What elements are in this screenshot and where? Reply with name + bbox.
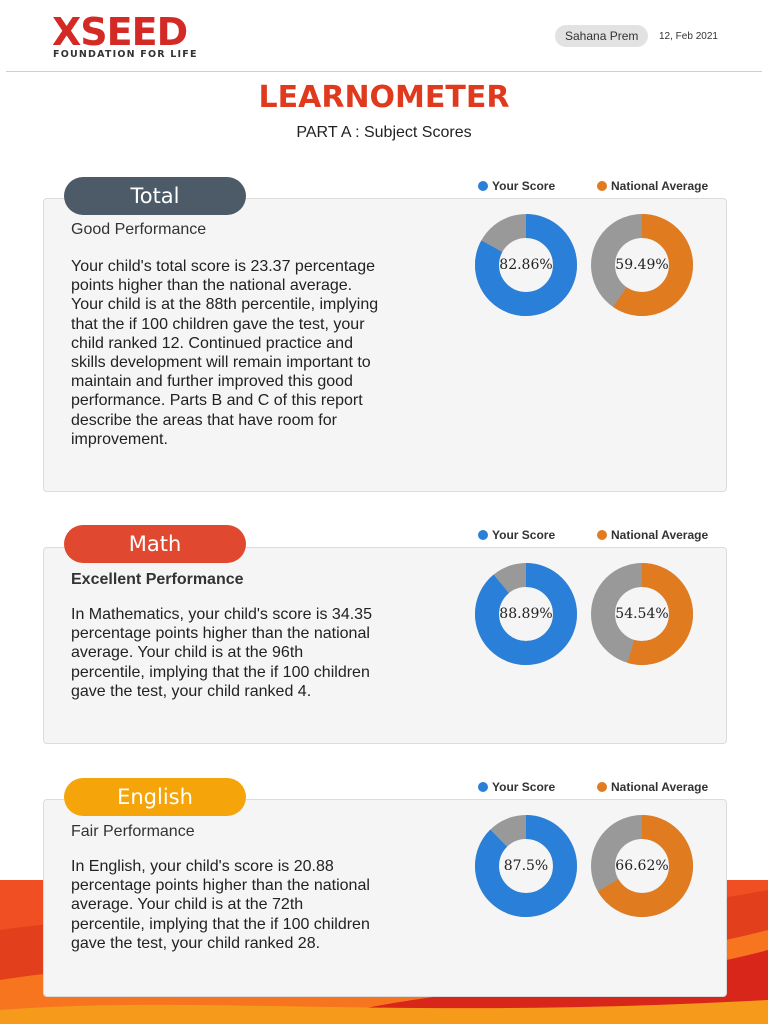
donut-score-arc [475,563,577,665]
donut-chart [591,214,693,316]
legend-national-average: National Average [597,528,708,542]
donut-value-label: 82.86% [499,257,553,273]
legend-national-average: National Average [597,780,708,794]
student-name-badge: Sahana Prem [555,25,649,47]
donut-chart [475,214,577,316]
english-your-score-donut: 87.5% [474,814,578,918]
math-legend: Your Score National Average [478,528,708,542]
donut-chart [475,815,577,917]
total-performance-label: Good Performance [71,221,207,238]
donut-chart [591,563,693,665]
total-your-score-donut: 82.86% [474,213,578,317]
english-description: In English, your child's score is 20.88 … [71,858,370,952]
legend-your-score: Your Score [478,780,555,794]
legend-national-average: National Average [597,179,708,193]
total-description: Your child's total score is 23.37 percen… [71,258,379,448]
xseed-logo: XSEED [52,10,188,54]
english-national-average-donut: 66.62% [590,814,694,918]
english-legend: Your Score National Average [478,780,708,794]
page-title: LEARNOMETER [258,80,510,115]
donut-value-label: 54.54% [615,606,669,622]
blue-dot-icon [478,529,488,540]
donut-value-label: 88.89% [499,606,553,622]
blue-dot-icon [478,180,488,191]
donut-score-arc [591,815,693,917]
orange-dot-icon [597,781,607,792]
header-divider [6,71,762,72]
donut-value-label: 59.49% [615,257,669,273]
donut-chart [591,815,693,917]
donut-chart [475,563,577,665]
legend-your-score: Your Score [478,528,555,542]
english-performance-label: Fair Performance [71,823,195,840]
donut-score-arc [475,214,577,316]
math-section-title: Math [64,525,246,563]
total-national-average-donut: 59.49% [590,213,694,317]
orange-dot-icon [597,529,607,540]
donut-score-arc [591,563,693,665]
report-header: XSEED FOUNDATION FOR LIFE Sahana Prem 12… [0,0,768,72]
total-legend: Your Score National Average [478,179,708,193]
logo-tagline: FOUNDATION FOR LIFE [53,49,198,60]
english-section-title: English [64,778,246,816]
blue-dot-icon [478,781,488,792]
math-your-score-donut: 88.89% [474,562,578,666]
donut-value-label: 87.5% [503,858,549,874]
donut-score-arc [475,815,577,917]
math-national-average-donut: 54.54% [590,562,694,666]
legend-your-score: Your Score [478,179,555,193]
donut-value-label: 66.62% [615,858,669,874]
orange-dot-icon [597,180,607,191]
math-description: In Mathematics, your child's score is 34… [71,606,372,700]
page-subtitle: PART A : Subject Scores [296,124,472,141]
math-performance-label: Excellent Performance [71,571,244,588]
donut-score-arc [591,214,693,316]
report-date: 12, Feb 2021 [659,31,718,42]
total-section-title: Total [64,177,246,215]
